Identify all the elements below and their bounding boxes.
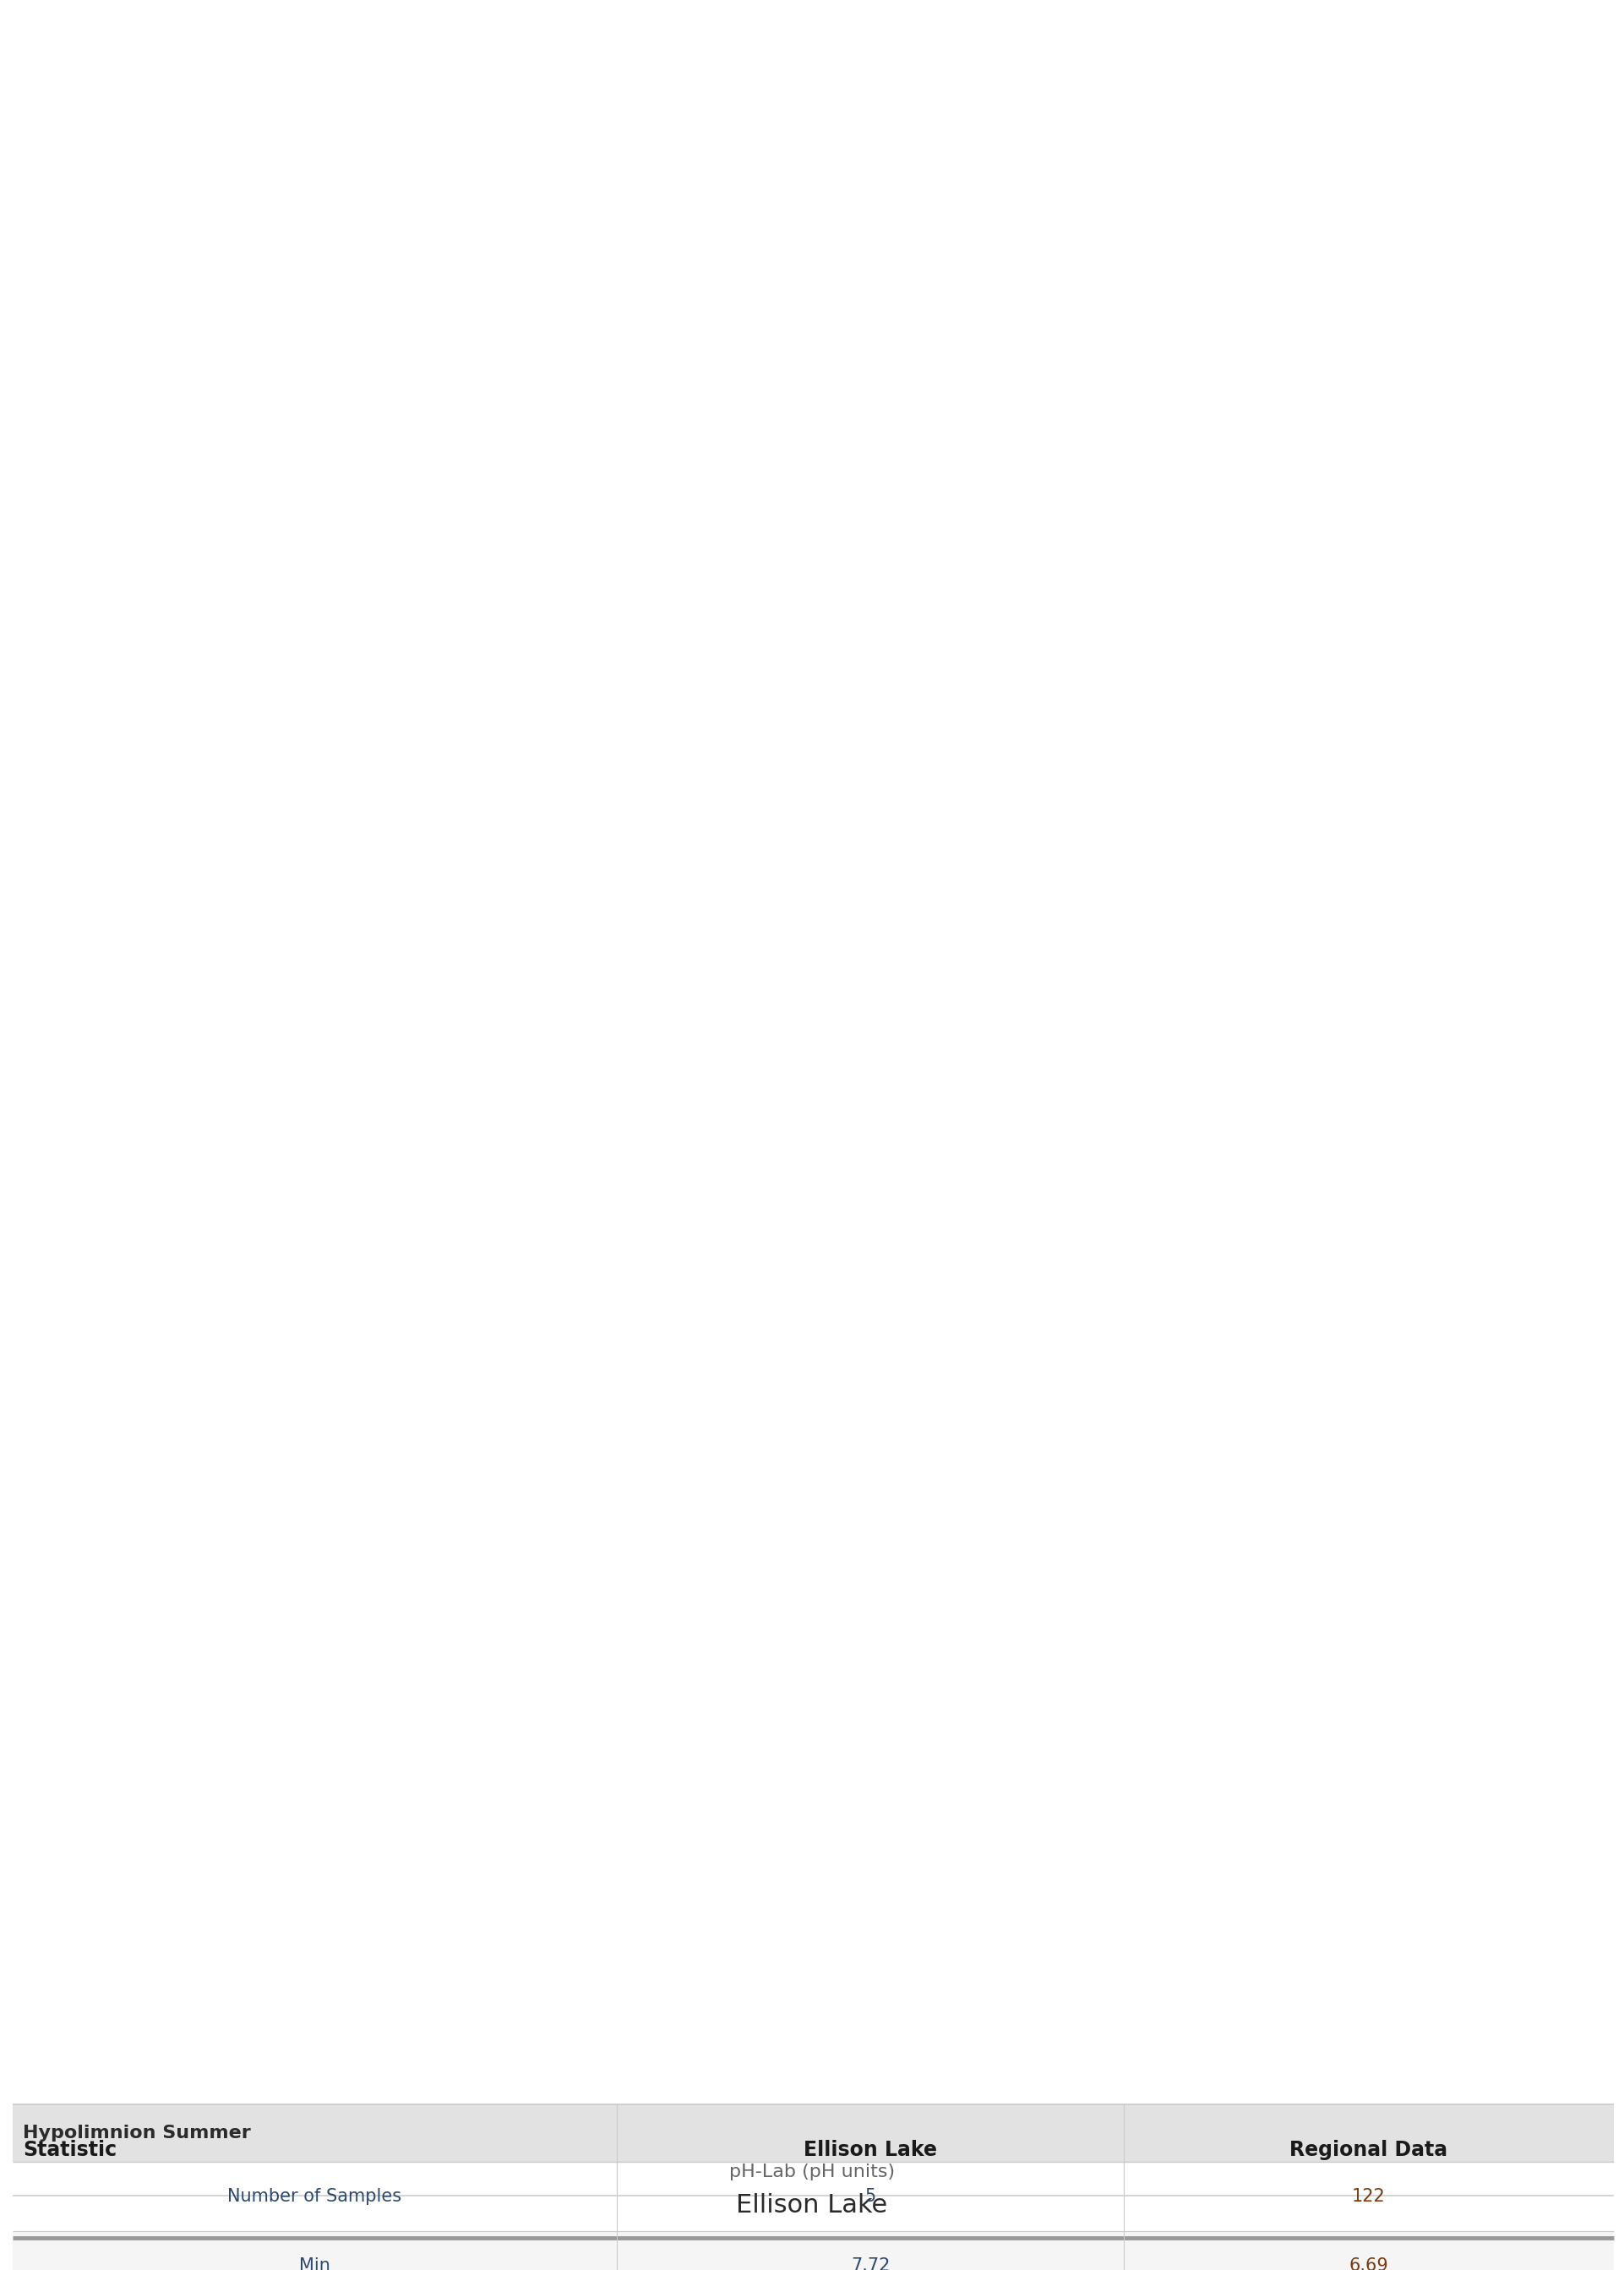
Text: Regional Data: Regional Data [1289,2141,1449,2161]
Bar [13,2231,1614,2270]
Text: 122: 122 [1353,2188,1385,2204]
Bar [13,2104,1614,2161]
Text: Ellison Lake: Ellison Lake [736,2193,888,2218]
Text: Statistic: Statistic [23,2141,117,2161]
Text: Hypolimnion Summer: Hypolimnion Summer [23,2125,250,2141]
Text: Min: Min [299,2256,330,2270]
Text: pH-Lab (pH units): pH-Lab (pH units) [729,2163,895,2181]
Bar [13,2104,1614,2195]
Text: 7.72: 7.72 [851,2256,890,2270]
Text: 6.69: 6.69 [1350,2256,1389,2270]
Text: Ellison Lake: Ellison Lake [804,2141,937,2161]
Bar [13,2161,1614,2231]
Text: Number of Samples: Number of Samples [227,2188,401,2204]
Text: 5: 5 [864,2188,875,2204]
